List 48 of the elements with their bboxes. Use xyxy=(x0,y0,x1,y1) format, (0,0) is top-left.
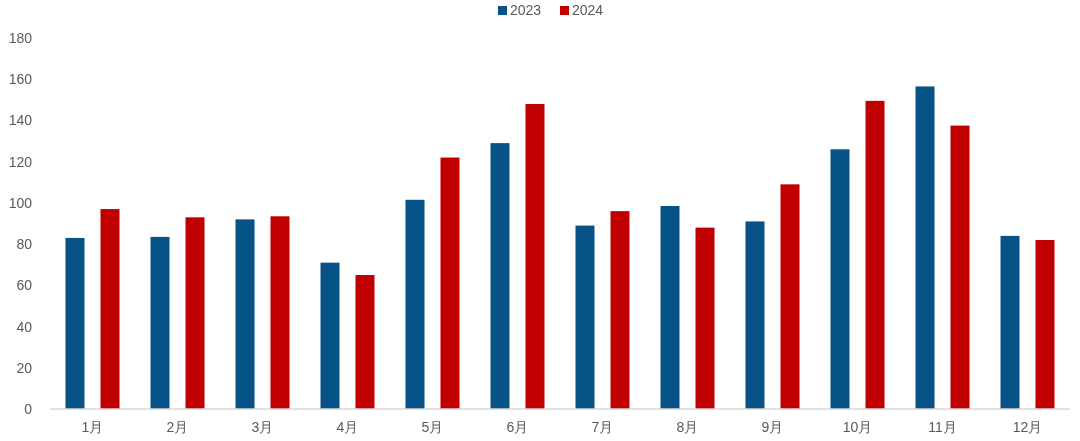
bar xyxy=(235,219,255,409)
bar xyxy=(865,100,885,409)
y-tick-label: 140 xyxy=(8,112,33,129)
bar xyxy=(745,221,765,409)
bar xyxy=(185,217,205,409)
y-tick-label: 160 xyxy=(8,71,33,88)
bar xyxy=(1000,235,1020,409)
x-tick-label: 4月 xyxy=(336,419,359,435)
y-tick-label: 120 xyxy=(8,153,33,170)
y-tick-label: 180 xyxy=(8,30,33,46)
bar xyxy=(695,227,715,409)
y-tick-label: 60 xyxy=(16,277,33,294)
x-tick-label: 7月 xyxy=(591,419,614,435)
bar xyxy=(780,184,800,409)
bar xyxy=(1035,239,1055,409)
bar xyxy=(490,143,510,409)
x-tick-label: 12月 xyxy=(1012,419,1043,435)
bar xyxy=(270,216,290,409)
bar xyxy=(610,211,630,409)
bar xyxy=(355,275,375,409)
legend-label: 2023 xyxy=(510,2,542,18)
x-tick-label: 6月 xyxy=(506,419,529,435)
x-tick-label: 10月 xyxy=(842,419,873,435)
bar xyxy=(950,125,970,409)
y-tick-label: 100 xyxy=(8,194,33,211)
bar xyxy=(575,225,595,409)
bar xyxy=(320,262,340,409)
bar xyxy=(525,103,545,409)
x-tick-label: 5月 xyxy=(421,419,444,435)
bar xyxy=(440,157,460,409)
x-tick-label: 3月 xyxy=(251,419,274,435)
x-tick-label: 9月 xyxy=(761,419,784,435)
y-tick-label: 20 xyxy=(16,359,33,376)
legend-label: 2024 xyxy=(572,2,604,18)
bar xyxy=(830,149,850,409)
x-tick-label: 8月 xyxy=(676,419,699,435)
y-tick-label: 40 xyxy=(16,318,33,335)
x-tick-label: 11月 xyxy=(928,419,957,435)
bar xyxy=(915,86,935,409)
bar xyxy=(150,236,170,409)
y-tick-label: 0 xyxy=(24,401,33,417)
x-tick-label: 1月 xyxy=(81,419,104,435)
bar xyxy=(660,205,680,409)
bar xyxy=(65,237,85,409)
x-tick-label: 2月 xyxy=(166,419,189,435)
bar xyxy=(100,209,120,409)
bar xyxy=(405,199,425,409)
y-tick-label: 80 xyxy=(16,236,33,253)
